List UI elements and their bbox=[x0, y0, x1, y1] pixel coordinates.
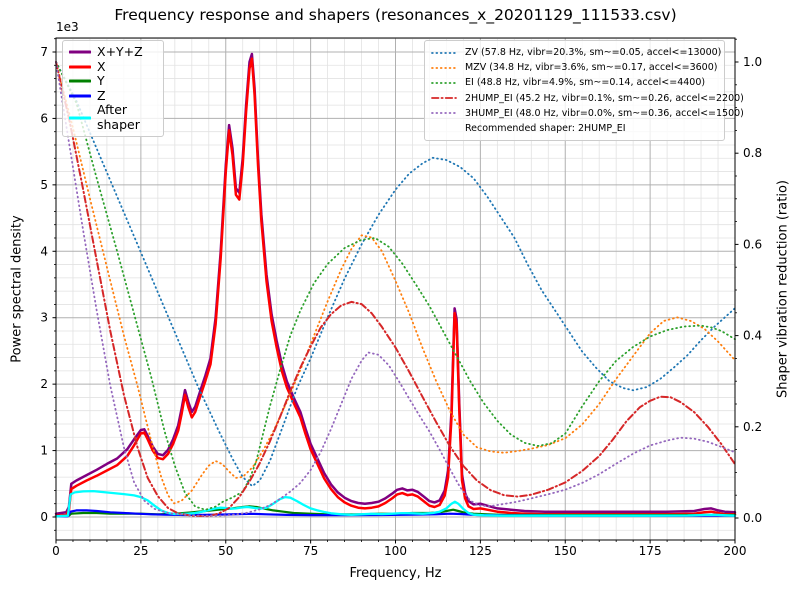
legend-item-label: X bbox=[97, 58, 106, 74]
axis-ticks bbox=[52, 38, 739, 544]
tick-label: 0.6 bbox=[743, 237, 762, 251]
legend-item-label: 3HUMP_EI (48.0 Hz, vibr=0.0%, sm~=0.36, … bbox=[465, 107, 744, 119]
legend-item: ZV (57.8 Hz, vibr=20.3%, sm~=0.05, accel… bbox=[431, 45, 722, 60]
tick-label: 25 bbox=[133, 544, 148, 558]
dotted-line-icon bbox=[431, 66, 457, 69]
grid-minor bbox=[56, 38, 735, 540]
tick-label: 5 bbox=[40, 178, 48, 192]
series-zv bbox=[55, 61, 736, 488]
y-axis-label-right: Shaper vibration reduction (ratio) bbox=[775, 180, 791, 398]
legend-item-label: EI (48.8 Hz, vibr=4.9%, sm~=0.14, accel<… bbox=[465, 77, 706, 89]
legend-item: Y bbox=[69, 73, 157, 89]
line-swatch-icon bbox=[69, 65, 91, 69]
tick-label: 0.4 bbox=[743, 329, 762, 343]
legend-item-label: Z bbox=[97, 87, 106, 103]
legend-item: 2HUMP_EI (45.2 Hz, vibr=0.1%, sm~=0.26, … bbox=[431, 91, 744, 106]
tick-label: 0.8 bbox=[743, 146, 762, 160]
legend-psd: X+Y+Z X Y Z After shaper bbox=[62, 40, 164, 137]
axis-tick-labels: 0 25 50 75 100 125 150 175 200 0 1 2 3 4 5 6 7 0.0 0.2 0.4 0… bbox=[40, 45, 762, 558]
legend-item: X+Y+Z bbox=[69, 44, 157, 60]
dotted-line-icon bbox=[431, 51, 457, 54]
tick-label: 125 bbox=[469, 544, 492, 558]
legend-item: X bbox=[69, 58, 157, 75]
tick-label: 1 bbox=[40, 444, 48, 458]
tick-label: 1.0 bbox=[743, 55, 762, 69]
tick-label: 100 bbox=[384, 544, 407, 558]
series-x+y+z bbox=[54, 52, 737, 515]
y-axis-label-left: Power spectral density bbox=[9, 215, 25, 363]
tick-label: 0.0 bbox=[743, 511, 762, 525]
legend-item: 3HUMP_EI (48.0 Hz, vibr=0.0%, sm~=0.36, … bbox=[431, 106, 744, 121]
tick-label: 50 bbox=[218, 544, 233, 558]
tick-label: 4 bbox=[40, 244, 48, 258]
tick-label: 200 bbox=[724, 544, 747, 558]
y-axis-offset-text: 1e3 bbox=[56, 20, 79, 34]
legend-item: MZV (34.8 Hz, vibr=3.6%, sm~=0.17, accel… bbox=[431, 60, 718, 75]
legend-item-label: 2HUMP_EI (45.2 Hz, vibr=0.1%, sm~=0.26, … bbox=[465, 92, 744, 104]
series-ei bbox=[55, 61, 736, 511]
tick-label: 75 bbox=[303, 544, 318, 558]
legend-item: EI (48.8 Hz, vibr=4.9%, sm~=0.14, accel<… bbox=[431, 75, 718, 90]
legend-item-label: After shaper bbox=[97, 102, 140, 132]
line-swatch-icon bbox=[69, 116, 91, 119]
legend-footer: Recommended shaper: 2HUMP_EI bbox=[431, 121, 718, 136]
tick-label: 175 bbox=[639, 544, 662, 558]
legend-item: Z bbox=[69, 87, 157, 104]
tick-label: 3 bbox=[40, 311, 48, 325]
series-mzv bbox=[55, 61, 736, 505]
tick-label: 2 bbox=[40, 377, 48, 391]
series-2hump_ei bbox=[55, 61, 736, 518]
tick-label: 150 bbox=[554, 544, 577, 558]
dotted-line-icon bbox=[431, 82, 457, 84]
line-swatch-icon bbox=[69, 94, 91, 98]
legend-item-label: ZV (57.8 Hz, vibr=20.3%, sm~=0.05, accel… bbox=[465, 47, 722, 59]
series-after-shaper bbox=[54, 489, 737, 518]
tick-label: 0.2 bbox=[743, 420, 762, 434]
legend-item-label: MZV (34.8 Hz, vibr=3.6%, sm~=0.17, accel… bbox=[465, 62, 718, 74]
recommended-shaper-text: Recommended shaper: 2HUMP_EI bbox=[465, 123, 626, 135]
legend-shapers: ZV (57.8 Hz, vibr=20.3%, sm~=0.05, accel… bbox=[424, 40, 744, 142]
legend-item: After shaper bbox=[69, 102, 157, 132]
dashdot-line-icon bbox=[431, 97, 457, 100]
tick-label: 0 bbox=[52, 544, 60, 558]
x-axis-label: Frequency, Hz bbox=[349, 566, 442, 581]
tick-label: 0 bbox=[40, 510, 48, 524]
tick-label: 6 bbox=[40, 111, 48, 125]
dotted-line-icon bbox=[431, 112, 457, 115]
legend-item-label: Y bbox=[97, 73, 105, 88]
series-3hump_ei bbox=[55, 61, 736, 517]
line-swatch-icon bbox=[69, 79, 91, 83]
tick-label: 7 bbox=[40, 45, 48, 59]
chart-title: Frequency response and shapers (resonanc… bbox=[114, 6, 677, 24]
series-x bbox=[54, 57, 737, 517]
line-swatch-icon bbox=[69, 50, 91, 54]
legend-item-label: X+Y+Z bbox=[97, 44, 143, 59]
